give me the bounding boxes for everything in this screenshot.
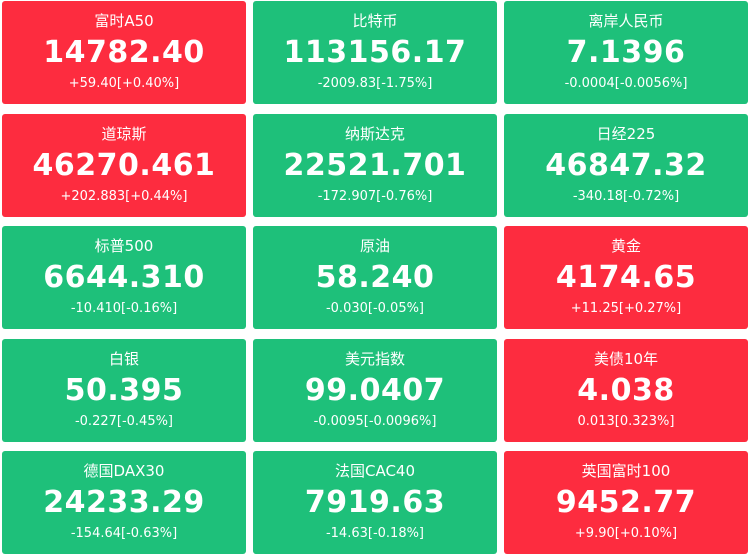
tile-price: 46270.461 — [32, 148, 216, 183]
tile-price: 6644.310 — [43, 260, 205, 295]
tile-price: 58.240 — [315, 260, 435, 295]
tile-dax30[interactable]: 德国DAX30 24233.29 -154.64[-0.63%] — [2, 451, 246, 554]
tile-name: 德国DAX30 — [83, 462, 165, 480]
tile-name: 美元指数 — [344, 350, 405, 368]
tile-silver[interactable]: 白银 50.395 -0.227[-0.45%] — [2, 339, 246, 442]
tile-dollar-index[interactable]: 美元指数 99.0407 -0.0095[-0.0096%] — [253, 339, 497, 442]
tile-change: -172.907[-0.76%] — [317, 189, 433, 204]
tile-price: 22521.701 — [283, 148, 467, 183]
tile-name: 法国CAC40 — [334, 462, 416, 480]
tile-price: 4174.65 — [555, 260, 697, 295]
tile-name: 纳斯达克 — [344, 125, 405, 143]
tile-change: -10.410[-0.16%] — [70, 301, 178, 316]
tile-price: 24233.29 — [43, 485, 205, 520]
tile-price: 9452.77 — [555, 485, 697, 520]
tile-gold[interactable]: 黄金 4174.65 +11.25[+0.27%] — [504, 226, 748, 329]
tile-name: 黄金 — [610, 237, 641, 255]
tile-name: 离岸人民币 — [588, 12, 664, 30]
tile-change: 0.013[0.323%] — [577, 414, 675, 429]
tile-price: 7919.63 — [304, 485, 446, 520]
tile-price: 113156.17 — [283, 35, 467, 70]
tile-change: +59.40[+0.40%] — [68, 76, 180, 91]
tile-nasdaq[interactable]: 纳斯达克 22521.701 -172.907[-0.76%] — [253, 114, 497, 217]
tile-price: 7.1396 — [566, 35, 686, 70]
tile-name: 道琼斯 — [101, 125, 147, 143]
tile-change: +9.90[+0.10%] — [574, 526, 678, 541]
tile-bitcoin[interactable]: 比特币 113156.17 -2009.83[-1.75%] — [253, 1, 497, 104]
tile-change: +11.25[+0.27%] — [570, 301, 682, 316]
tile-offshore-cny[interactable]: 离岸人民币 7.1396 -0.0004[-0.0056%] — [504, 1, 748, 104]
tile-change: -0.030[-0.05%] — [325, 301, 425, 316]
tile-change: -2009.83[-1.75%] — [317, 76, 433, 91]
tile-name: 富时A50 — [94, 12, 154, 30]
tile-crude-oil[interactable]: 原油 58.240 -0.030[-0.05%] — [253, 226, 497, 329]
tile-price: 50.395 — [64, 373, 184, 408]
tile-name: 英国富时100 — [581, 462, 671, 480]
tile-change: -340.18[-0.72%] — [572, 189, 680, 204]
tile-ftse-100[interactable]: 英国富时100 9452.77 +9.90[+0.10%] — [504, 451, 748, 554]
tile-sp500[interactable]: 标普500 6644.310 -10.410[-0.16%] — [2, 226, 246, 329]
tile-name: 原油 — [359, 237, 390, 255]
tile-us-10y-treasury[interactable]: 美债10年 4.038 0.013[0.323%] — [504, 339, 748, 442]
tile-change: -0.0095[-0.0096%] — [313, 414, 437, 429]
tile-name: 比特币 — [352, 12, 398, 30]
tile-ftse-a50[interactable]: 富时A50 14782.40 +59.40[+0.40%] — [2, 1, 246, 104]
tile-name: 美债10年 — [593, 350, 659, 368]
tile-change: +202.883[+0.44%] — [60, 189, 188, 204]
tile-name: 日经225 — [596, 125, 656, 143]
tile-change: -154.64[-0.63%] — [70, 526, 178, 541]
tile-price: 14782.40 — [43, 35, 205, 70]
tile-name: 标普500 — [94, 237, 154, 255]
tile-nikkei-225[interactable]: 日经225 46847.32 -340.18[-0.72%] — [504, 114, 748, 217]
tile-dow-jones[interactable]: 道琼斯 46270.461 +202.883[+0.44%] — [2, 114, 246, 217]
tile-change: -0.0004[-0.0056%] — [564, 76, 688, 91]
tile-name: 白银 — [108, 350, 139, 368]
tile-price: 99.0407 — [304, 373, 446, 408]
tile-price: 46847.32 — [545, 148, 707, 183]
tile-price: 4.038 — [577, 373, 675, 408]
tile-change: -14.63[-0.18%] — [325, 526, 425, 541]
tile-cac40[interactable]: 法国CAC40 7919.63 -14.63[-0.18%] — [253, 451, 497, 554]
tile-change: -0.227[-0.45%] — [74, 414, 174, 429]
